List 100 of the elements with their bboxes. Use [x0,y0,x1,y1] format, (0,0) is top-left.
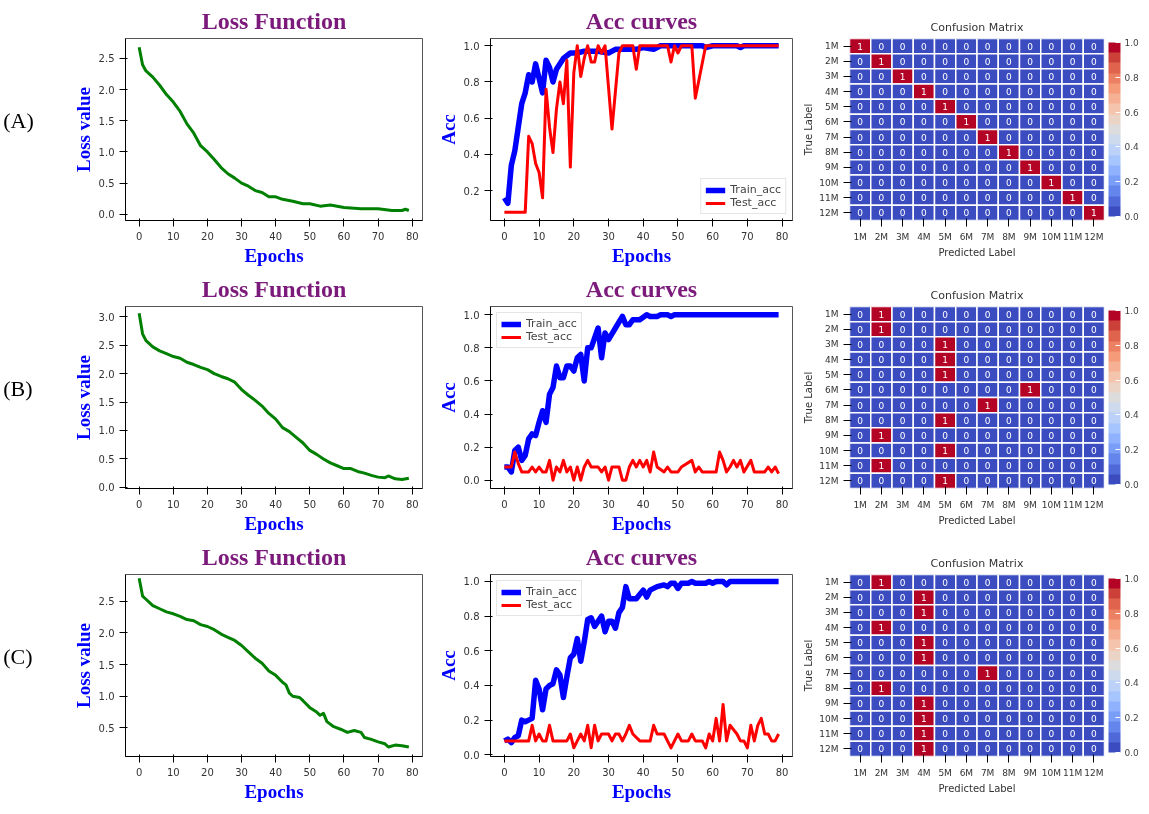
data-label: 0 [1091,309,1098,320]
data-label: 0 [942,744,949,755]
x-tick-label: 10M [1041,231,1061,242]
data-label: 0 [1027,208,1034,219]
y-tick-label: 0.4 [463,680,480,692]
data-label: 0 [1091,355,1098,366]
data-label: 0 [942,193,949,204]
data-label: 0 [1048,653,1055,664]
x-tick-label: 0 [135,766,143,778]
y-tick-label: 0.6 [463,113,480,125]
x-tick-label: 4M [917,231,931,242]
y-tick-label: 9M [825,162,839,173]
x-tick-label: 6M [959,231,974,242]
data-label: 0 [878,178,885,189]
data-label: 0 [1069,208,1076,219]
data-label: 0 [899,117,906,128]
legend-label: Test_acc [526,598,572,611]
data-label: 0 [1069,309,1076,320]
data-label: 0 [984,415,991,426]
data-label: 0 [878,607,885,618]
data-label: 0 [1027,87,1034,98]
data-label: 0 [1027,41,1034,52]
data-label: 0 [857,461,864,472]
x-tick-label: 30 [602,498,615,510]
data-label: 0 [984,683,991,694]
x-tick-label: 5M [938,499,952,510]
data-label: 0 [1048,193,1055,204]
data-label: 0 [899,714,906,725]
data-label: 0 [1091,623,1098,634]
data-label: 0 [963,714,970,725]
y-tick-label: 2.5 [98,340,115,352]
data-label: 1 [857,41,863,52]
data-label: 0 [857,430,864,441]
text: (C) [3,643,33,669]
data-label: 0 [1006,400,1013,411]
data-label: 0 [1048,607,1055,618]
y-tick-label: 6M [825,384,839,395]
y-axis-title: Loss value [72,354,94,440]
data-label: 0 [984,461,991,472]
data-label: 0 [921,430,928,441]
data-label: 0 [1048,102,1055,113]
data-label: 0 [942,132,949,143]
data-label: 1 [921,592,927,603]
x-tick-label: 60 [706,230,720,242]
y-tick-label: 6M [825,652,839,663]
data-label: 0 [857,668,864,679]
x-tick-label: 10 [532,230,546,242]
data-label: 0 [878,653,885,664]
data-label: 0 [984,577,991,588]
data-label: 0 [899,653,906,664]
legend-label: Test_acc [526,330,572,343]
data-label: 0 [984,309,991,320]
data-label: 0 [1027,400,1034,411]
data-label: 0 [1069,385,1076,396]
x-axis-title: Epochs [611,244,672,266]
data-label: 1 [942,446,948,457]
data-label: 1 [878,430,885,441]
data-label: 0 [878,147,885,158]
data-label: 0 [984,102,991,113]
y-axis-title: Acc [437,382,459,413]
data-label: 0 [942,71,949,82]
data-label: 0 [1048,162,1055,173]
data-label: 0 [963,430,970,441]
data-label: 1 [942,355,948,366]
data-label: 0 [1006,461,1013,472]
x-tick-label: 20 [567,766,581,778]
x-tick-label: 7M [980,767,995,778]
color-bar-label: 0.8 [1124,340,1140,351]
data-label: 0 [963,147,970,158]
x-tick-label: 8M [1002,231,1016,242]
data-label: 0 [899,339,906,350]
color-bar-label: 0.0 [1124,748,1140,758]
data-label: 0 [921,668,928,679]
data-label: 0 [899,729,906,740]
data-label: 0 [984,592,991,603]
data-label: 0 [1069,339,1076,350]
x-tick-label: 2M [874,231,889,242]
data-label: 1 [984,132,991,143]
data-label: 0 [1048,714,1055,725]
data-label: 0 [921,461,928,472]
data-label: 0 [857,370,864,381]
y-tick-label: 7M [825,132,839,143]
data-label: 0 [1027,607,1034,618]
x-tick-label: 20 [567,498,581,510]
data-label: 0 [1091,698,1098,709]
x-tick-label: 10 [532,498,546,510]
data-label: 0 [984,147,991,158]
y-tick-label: 11M [819,192,839,203]
data-label: 0 [984,744,991,755]
x-tick-label: 10M [1041,499,1061,510]
x-tick-label: 8M [1002,499,1016,510]
data-label: 0 [899,193,906,204]
data-label: 0 [1006,324,1013,335]
data-label: 0 [1006,385,1013,396]
data-label: 1 [878,461,885,472]
data-label: 0 [857,56,864,67]
y-tick-label: 0.5 [98,453,115,465]
y-tick-label: 8M [825,683,839,694]
x-tick-label: 0 [501,498,508,510]
x-tick-label: 30 [235,230,248,242]
